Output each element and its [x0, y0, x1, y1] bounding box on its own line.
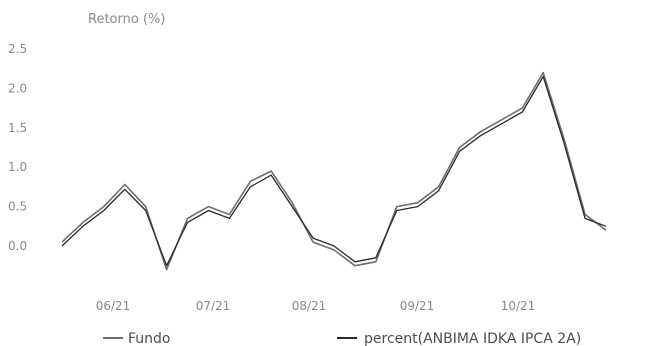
legend-label-fundo: Fundo	[128, 331, 171, 346]
series-line-benchmark	[61, 75, 607, 267]
y-tick-label: 2.0	[8, 81, 27, 95]
x-axis-ticks: 06/21 07/21 08/21 09/21 10/21	[96, 299, 536, 313]
x-tick-label: 10/21	[501, 299, 536, 313]
x-tick-label: 08/21	[292, 299, 327, 313]
legend: Fundo percent(ANBIMA IDKA IPCA 2A)	[103, 331, 581, 346]
legend-label-benchmark: percent(ANBIMA IDKA IPCA 2A)	[364, 331, 581, 346]
x-tick-label: 06/21	[96, 299, 131, 313]
y-tick-label: 0.5	[8, 200, 27, 214]
x-tick-label: 09/21	[400, 299, 435, 313]
y-tick-label: 2.5	[8, 42, 27, 56]
x-tick-label: 07/21	[196, 299, 231, 313]
y-tick-label: 1.0	[8, 160, 27, 174]
series-lines	[61, 71, 607, 271]
series-line-fundo	[61, 71, 607, 271]
y-axis-title: Retorno (%)	[88, 12, 165, 27]
y-tick-label: 1.5	[8, 121, 27, 135]
y-tick-label: 0.0	[8, 239, 27, 253]
y-axis-ticks: 2.5 2.0 1.5 1.0 0.5 0.0	[8, 42, 27, 253]
